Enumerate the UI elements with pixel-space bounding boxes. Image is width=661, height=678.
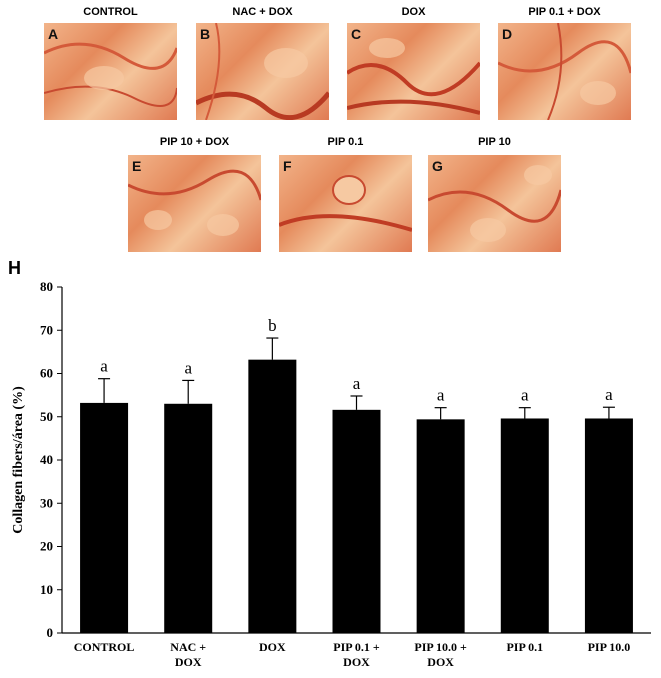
significance-label: a [353, 374, 361, 393]
micrograph-g: G [428, 155, 561, 252]
y-tick-label: 50 [40, 409, 53, 424]
bar [500, 418, 549, 633]
panel-g-title: PIP 10 [478, 136, 511, 148]
significance-label: a [437, 386, 445, 405]
x-tick-label: DOX [427, 655, 454, 669]
micrograph-b: B [196, 23, 329, 120]
x-tick-label: CONTROL [74, 640, 135, 654]
bar [164, 403, 213, 633]
panel-g-letter: G [432, 158, 443, 174]
x-tick-label: PIP 0.1 [506, 640, 543, 654]
panel-a-title: CONTROL [83, 6, 138, 18]
x-tick-label: DOX [343, 655, 370, 669]
y-axis-title: Collagen fibers/área (%) [11, 386, 26, 534]
y-tick-label: 70 [40, 322, 53, 337]
panel-a-letter: A [48, 26, 59, 42]
y-tick-label: 10 [40, 582, 53, 597]
micrograph-a: A [44, 23, 177, 120]
x-tick-label: NAC + [170, 640, 206, 654]
panel-d-letter: D [502, 26, 513, 42]
bar [248, 359, 297, 633]
significance-label: a [521, 386, 529, 405]
micrograph-d: D [498, 23, 631, 120]
bar-chart: Collagen fibers/área (%) 0 10 20 30 40 50 60 70… [11, 279, 651, 669]
y-tick-label: 60 [40, 366, 53, 381]
y-tick-label: 40 [40, 452, 53, 467]
bar [416, 419, 465, 633]
panel-b-title: NAC + DOX [232, 6, 293, 18]
significance-label: a [184, 358, 192, 377]
panel-c-title: DOX [401, 6, 426, 18]
y-tick-label: 80 [40, 279, 53, 294]
bar [80, 402, 129, 633]
significance-label: a [605, 385, 613, 404]
y-tick-label: 20 [40, 539, 53, 554]
panel-b-letter: B [200, 26, 211, 42]
x-tick-label: PIP 10.0 + [414, 640, 467, 654]
significance-label: b [268, 316, 277, 335]
micrograph-e: E [128, 155, 261, 252]
panel-e-letter: E [132, 158, 142, 174]
x-tick-label: DOX [259, 640, 286, 654]
x-tick-label: PIP 0.1 + [333, 640, 380, 654]
panel-e-title: PIP 10 + DOX [159, 136, 230, 148]
panel-c-letter: C [351, 26, 362, 42]
bar [584, 418, 633, 633]
panel-f-letter: F [283, 158, 292, 174]
micrograph-f: F [279, 155, 412, 252]
y-tick-label: 0 [47, 625, 54, 640]
micrograph-c: C [347, 23, 480, 120]
panel-h-letter: H [8, 258, 21, 278]
y-tick-label: 30 [40, 495, 53, 510]
x-tick-label: DOX [175, 655, 202, 669]
panel-d-title: PIP 0.1 + DOX [528, 6, 601, 18]
panel-f-title: PIP 0.1 [327, 136, 364, 148]
bar [332, 409, 381, 633]
x-tick-label: PIP 10.0 [588, 640, 631, 654]
significance-label: a [100, 357, 108, 376]
y-axis-title-group: Collagen fibers/área (%) [11, 386, 26, 534]
